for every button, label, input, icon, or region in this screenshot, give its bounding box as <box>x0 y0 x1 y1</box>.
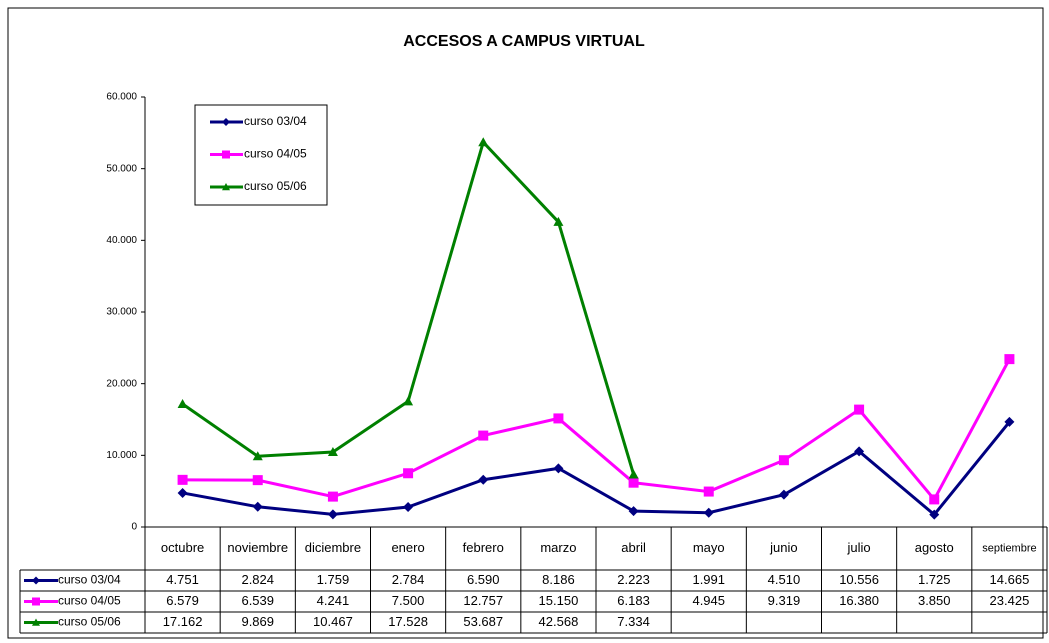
marker <box>778 489 789 500</box>
y-tick-label: 60.000 <box>106 92 137 103</box>
marker <box>327 509 338 520</box>
marker <box>929 494 940 505</box>
table-cell: 8.186 <box>542 572 575 587</box>
marker <box>478 430 489 441</box>
x-tick-label: abril <box>621 540 646 555</box>
legend-label: curso 05/06 <box>244 179 307 193</box>
marker <box>252 501 263 512</box>
marker <box>553 216 564 226</box>
legend-label: curso 03/04 <box>244 114 307 128</box>
x-tick-label: julio <box>847 540 871 555</box>
marker <box>628 506 639 517</box>
table-cell: 4.751 <box>166 572 199 587</box>
table-row-label: curso 04/05 <box>58 594 121 608</box>
table-cell: 15.150 <box>539 593 579 608</box>
x-tick-label: marzo <box>540 540 576 555</box>
table-cell: 7.334 <box>617 614 650 629</box>
table-cell: 4.510 <box>768 572 801 587</box>
y-tick-label: 40.000 <box>106 235 137 246</box>
marker <box>32 576 40 585</box>
table-cell: 12.757 <box>463 593 503 608</box>
table-cell: 1.725 <box>918 572 951 587</box>
series-line <box>182 420 1011 517</box>
marker <box>177 474 188 485</box>
marker <box>32 597 40 606</box>
table-cell: 4.945 <box>692 593 725 608</box>
marker <box>327 446 338 456</box>
marker <box>177 399 188 409</box>
table-cell: 17.528 <box>388 614 428 629</box>
y-tick-label: 30.000 <box>106 307 137 318</box>
marker <box>553 413 564 424</box>
marker <box>252 475 263 486</box>
y-tick-label: 50.000 <box>106 163 137 174</box>
table-cell: 1.991 <box>692 572 725 587</box>
marker <box>252 451 263 461</box>
marker <box>854 404 865 415</box>
marker <box>703 486 714 497</box>
marker <box>403 502 414 513</box>
legend-label: curso 04/05 <box>244 147 307 161</box>
chart-border <box>7 7 1044 639</box>
x-tick-label: febrero <box>463 540 504 555</box>
marker <box>222 183 230 191</box>
table-cell: 2.223 <box>617 572 650 587</box>
x-tick-label: octubre <box>161 540 204 555</box>
table-cell: 3.850 <box>918 593 951 608</box>
y-tick-label: 0 <box>131 522 137 533</box>
marker <box>778 455 789 466</box>
marker <box>478 137 489 147</box>
table-cell: 17.162 <box>163 614 203 629</box>
marker <box>403 396 414 406</box>
marker <box>222 150 230 159</box>
table-cell: 10.467 <box>313 614 353 629</box>
table-cell: 9.319 <box>768 593 801 608</box>
y-tick-label: 10.000 <box>106 450 137 461</box>
table-cell: 4.241 <box>317 593 350 608</box>
table-cell: 42.568 <box>539 614 579 629</box>
series-line <box>182 358 1011 503</box>
marker <box>553 463 564 474</box>
marker <box>177 487 188 498</box>
table-cell: 6.539 <box>241 593 274 608</box>
x-tick-label: junio <box>769 540 797 555</box>
marker <box>327 491 338 502</box>
marker <box>32 618 40 626</box>
table-row-label: curso 03/04 <box>58 573 121 587</box>
marker <box>628 469 639 479</box>
table-cell: 2.784 <box>392 572 425 587</box>
x-tick-label: mayo <box>693 540 725 555</box>
table-cell: 7.500 <box>392 593 425 608</box>
x-tick-label: septiembre <box>982 542 1036 554</box>
table-cell: 10.556 <box>839 572 879 587</box>
table-cell: 9.869 <box>241 614 274 629</box>
x-tick-label: enero <box>391 540 424 555</box>
marker <box>222 118 230 126</box>
table-cell: 16.380 <box>839 593 879 608</box>
table-cell: 2.824 <box>241 572 274 587</box>
table-cell: 53.687 <box>463 614 503 629</box>
marker <box>703 507 714 518</box>
marker <box>478 474 489 485</box>
table-cell: 6.590 <box>467 572 500 587</box>
marker <box>403 468 414 479</box>
x-tick-label: diciembre <box>305 540 361 555</box>
chart-title: ACCESOS A CAMPUS VIRTUAL <box>403 33 645 50</box>
table-cell: 6.579 <box>166 593 199 608</box>
marker <box>854 446 865 457</box>
marker <box>1004 354 1015 365</box>
x-tick-label: noviembre <box>227 540 288 555</box>
table-cell: 6.183 <box>617 593 650 608</box>
table-cell: 23.425 <box>990 593 1030 608</box>
y-tick-label: 20.000 <box>106 378 137 389</box>
marker <box>929 509 940 520</box>
table-row-label: curso 05/06 <box>58 615 121 629</box>
table-cell: 1.759 <box>317 572 350 587</box>
x-tick-label: agosto <box>915 540 954 555</box>
table-cell: 14.665 <box>990 572 1030 587</box>
marker <box>628 477 639 488</box>
marker <box>1004 416 1015 427</box>
